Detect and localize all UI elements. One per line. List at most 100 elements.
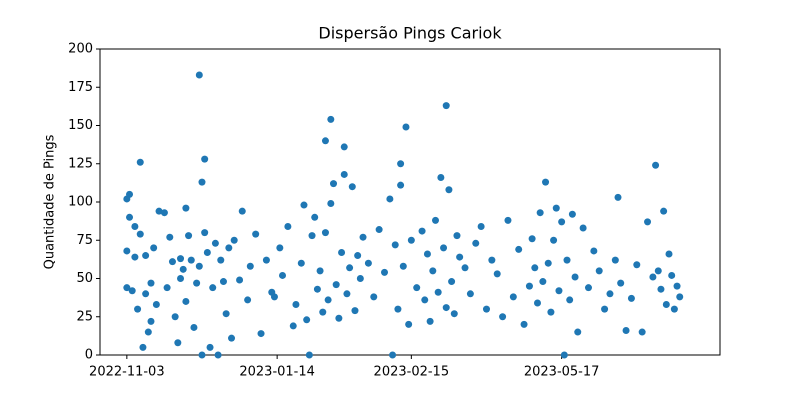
point: [193, 279, 201, 287]
point: [466, 290, 474, 298]
point: [509, 293, 517, 301]
point: [174, 339, 182, 347]
point: [348, 183, 356, 191]
point: [488, 256, 496, 264]
point: [131, 253, 139, 261]
point: [399, 262, 407, 270]
point: [665, 250, 673, 258]
point: [305, 351, 313, 359]
point: [566, 296, 574, 304]
point: [327, 200, 335, 208]
point: [324, 296, 332, 304]
point: [123, 284, 131, 292]
point: [308, 232, 316, 240]
point: [571, 273, 579, 281]
point: [142, 252, 150, 260]
point: [246, 262, 254, 270]
point: [431, 216, 439, 224]
point: [673, 282, 681, 290]
point: [134, 305, 142, 313]
point: [560, 351, 568, 359]
point: [177, 275, 185, 282]
point: [533, 299, 541, 307]
point: [574, 328, 582, 336]
point: [654, 267, 662, 275]
point: [150, 244, 158, 252]
point: [453, 232, 461, 240]
point: [550, 236, 558, 244]
point: [136, 230, 144, 238]
point: [211, 239, 219, 247]
x-tick-label: 2023-01-14: [239, 365, 315, 380]
point: [332, 281, 340, 289]
point: [504, 216, 512, 224]
point: [397, 160, 405, 168]
point: [144, 328, 152, 336]
point: [330, 180, 338, 188]
point: [426, 317, 434, 325]
point: [126, 213, 134, 221]
point: [544, 259, 552, 267]
point: [563, 256, 571, 264]
point: [155, 207, 163, 215]
point: [147, 279, 155, 287]
point: [499, 313, 507, 321]
point: [515, 245, 523, 253]
point: [421, 296, 429, 304]
point: [346, 264, 354, 272]
point: [203, 248, 211, 256]
point: [319, 308, 327, 316]
point: [152, 301, 160, 309]
y-tick-label: 50: [76, 271, 93, 286]
point: [413, 284, 421, 292]
point: [389, 351, 397, 359]
point: [429, 267, 437, 275]
y-tick-label: 25: [76, 309, 93, 324]
point: [214, 351, 222, 359]
point: [340, 170, 348, 178]
point: [356, 275, 364, 282]
chart-title: Dispersão Pings Cariok: [318, 24, 502, 43]
x-tick-label: 2023-02-15: [374, 365, 450, 380]
point: [370, 293, 378, 301]
point: [139, 343, 147, 351]
point: [405, 320, 413, 328]
y-tick-label: 0: [85, 348, 93, 363]
point: [190, 323, 198, 331]
point: [418, 227, 426, 235]
point: [660, 207, 668, 215]
point: [434, 288, 442, 296]
point: [536, 209, 544, 217]
point: [552, 204, 560, 212]
point: [311, 213, 319, 221]
point: [166, 233, 174, 241]
y-tick-label: 100: [68, 195, 93, 210]
point: [676, 293, 684, 301]
point: [168, 258, 176, 266]
point: [201, 229, 209, 237]
point: [217, 256, 225, 264]
point: [391, 241, 399, 249]
point: [450, 310, 458, 318]
point: [638, 328, 646, 336]
point: [292, 301, 300, 309]
point: [407, 236, 415, 244]
point: [442, 102, 450, 110]
point: [397, 181, 405, 189]
point: [279, 271, 287, 279]
point: [163, 284, 171, 292]
point: [327, 115, 335, 123]
point: [539, 278, 547, 286]
point: [359, 233, 367, 241]
point: [147, 317, 155, 325]
point: [579, 224, 587, 232]
x-tick-label: 2023-05-17: [524, 365, 600, 380]
point: [386, 195, 394, 203]
point: [555, 287, 563, 295]
point: [340, 143, 348, 151]
point: [558, 218, 566, 226]
point: [606, 290, 614, 298]
point: [482, 305, 490, 313]
point: [289, 322, 297, 330]
point: [321, 229, 329, 237]
